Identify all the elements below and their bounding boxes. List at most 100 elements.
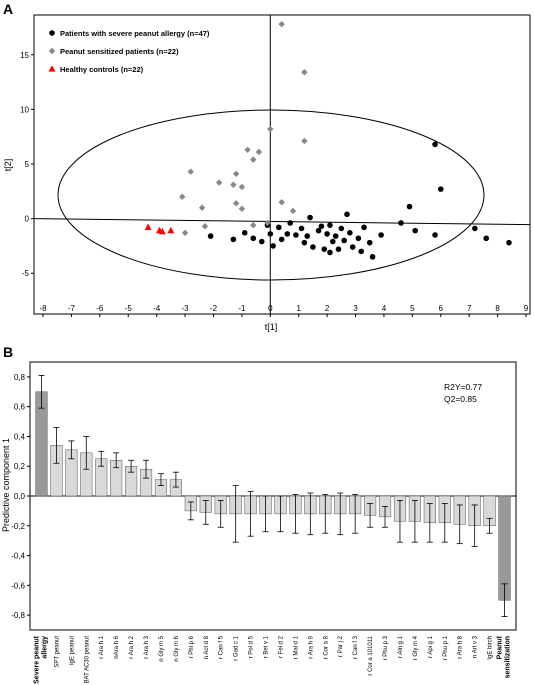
x-tick-label: 1 xyxy=(296,304,301,313)
legend-entry: Patients with severe peanut allergy (n=4… xyxy=(60,29,210,38)
y-tick-label-b: -0,2 xyxy=(11,522,25,531)
y-tick-label: 5 xyxy=(25,160,30,169)
severe-allergy-point xyxy=(241,230,248,236)
x-tick-label: -8 xyxy=(39,304,47,313)
category-label: r Pol d 5 xyxy=(249,635,255,658)
severe-allergy-point xyxy=(207,233,214,239)
severe-allergy-point xyxy=(276,224,282,231)
severe-allergy-point xyxy=(293,232,299,238)
legend-triangle-icon xyxy=(48,65,56,72)
category-label: r Gad c 1 xyxy=(234,635,240,660)
sensitized-point xyxy=(289,207,297,215)
sensitized-point xyxy=(181,229,189,237)
legend-entry: Healthy controls (n=22) xyxy=(60,65,144,74)
y-tick-label: 10 xyxy=(20,105,29,114)
severe-allergy-point xyxy=(366,239,373,246)
category-label: BAT AC30 peanut xyxy=(84,636,90,684)
y-tick-label-b: 0,0 xyxy=(14,492,26,501)
category-label: nAra h 6 xyxy=(114,635,120,658)
panel-b-label: B xyxy=(3,345,13,360)
severe-allergy-point xyxy=(310,244,316,250)
sensitized-point xyxy=(267,125,274,133)
y-tick-label: 0 xyxy=(25,215,30,224)
severe-allergy-point xyxy=(347,230,353,236)
severe-allergy-point xyxy=(341,237,347,244)
category-label: Severe peanut xyxy=(33,635,40,684)
sensitized-point xyxy=(179,193,186,200)
severe-allergy-point xyxy=(406,203,413,210)
healthy-control-point xyxy=(167,226,175,234)
y-tick-label: 15 xyxy=(20,51,29,60)
category-label: r Mal d 1 xyxy=(293,635,299,659)
y-tick-label-b: -0,6 xyxy=(11,581,25,590)
category-label: n Act d 8 xyxy=(204,635,210,659)
severe-allergy-point xyxy=(369,254,376,260)
sensitized-point xyxy=(278,199,285,206)
severe-allergy-point xyxy=(324,231,330,237)
severe-allergy-point xyxy=(318,223,325,230)
legend-circle-icon xyxy=(49,30,55,36)
sensitized-point xyxy=(238,183,246,191)
severe-allergy-point xyxy=(315,227,322,234)
plot-a-frame xyxy=(33,14,531,315)
severe-allergy-point xyxy=(298,225,305,232)
predictive-bar-chart: B 0,8 0,6 0,4 0,2 0,0 -0,2 -0,4 -0,6 -0,8 Severe… xyxy=(1,345,517,684)
y-tick-label-b: 0,8 xyxy=(14,373,26,382)
healthy-control-point xyxy=(158,227,166,235)
x-tick-label: -2 xyxy=(210,304,218,313)
severe-allergy-point xyxy=(287,220,293,226)
sensitized-point xyxy=(238,205,246,212)
category-label: sensitization xyxy=(505,636,512,678)
severe-allergy-point xyxy=(378,232,384,238)
sensitized-point xyxy=(187,168,194,175)
sensitized-point xyxy=(233,170,240,178)
severe-allergy-point xyxy=(472,225,478,232)
sensitized-point xyxy=(250,221,257,229)
severe-allergy-point xyxy=(301,239,308,246)
category-label: r Ara h 1 xyxy=(99,635,105,658)
severe-allergy-point xyxy=(361,224,367,231)
sensitized-point xyxy=(301,137,308,145)
healthy-control-point xyxy=(144,223,152,230)
category-label: r Gly m 4 xyxy=(413,635,419,660)
x-tick-label: 8 xyxy=(495,304,500,313)
severe-allergy-point xyxy=(344,211,350,218)
x-tick-label: 9 xyxy=(524,304,529,313)
sensitized-point xyxy=(233,200,240,207)
x-axis-label: t[1] xyxy=(265,322,278,332)
category-label: r Can f 3 xyxy=(353,635,359,659)
y-axis-label-b: Predictive component 1 xyxy=(1,438,11,532)
severe-allergy-point xyxy=(304,233,311,239)
y-tick-label-b: 0,2 xyxy=(14,462,26,471)
severe-allergy-point xyxy=(332,233,339,239)
severe-allergy-point xyxy=(412,227,418,234)
sensitized-point xyxy=(201,223,209,230)
category-label: r Fel d 2 xyxy=(278,635,284,658)
x-tick-label: -3 xyxy=(181,304,189,313)
category-label: n Art v 3 xyxy=(473,635,479,658)
category-label: SPT peanut xyxy=(54,636,60,668)
severe-allergy-point xyxy=(307,214,313,221)
severe-allergy-point xyxy=(267,231,274,237)
severe-allergy-point xyxy=(250,235,257,242)
q2-annotation: Q2=0.85 xyxy=(444,394,477,404)
x-tick-label: 2 xyxy=(325,304,330,313)
y-tick-label-b: 0,4 xyxy=(14,432,26,441)
severe-allergy-point xyxy=(432,141,438,148)
r2y-annotation: R2Y=0.77 xyxy=(444,382,482,392)
severe-allergy-point xyxy=(321,246,328,252)
category-label: r Cor a 8 xyxy=(323,635,329,659)
category-label: IgE peanut xyxy=(69,636,75,665)
x-tick-label: 6 xyxy=(439,304,444,313)
sensitized-point xyxy=(278,20,285,28)
y-tick-label-b: -0,8 xyxy=(11,611,25,620)
category-label: IgE birch xyxy=(488,636,494,660)
severe-allergy-point xyxy=(330,238,336,245)
category-label: r Ara h 3 xyxy=(144,635,150,658)
category-label: r Bet v 1 xyxy=(264,635,270,658)
x-tick-label: -7 xyxy=(68,304,76,313)
sensitized-point xyxy=(264,219,271,227)
category-label: r Phu p 1 xyxy=(443,635,449,660)
sensitized-point xyxy=(250,156,257,163)
y-tick-label-b: -0,4 xyxy=(11,552,25,561)
